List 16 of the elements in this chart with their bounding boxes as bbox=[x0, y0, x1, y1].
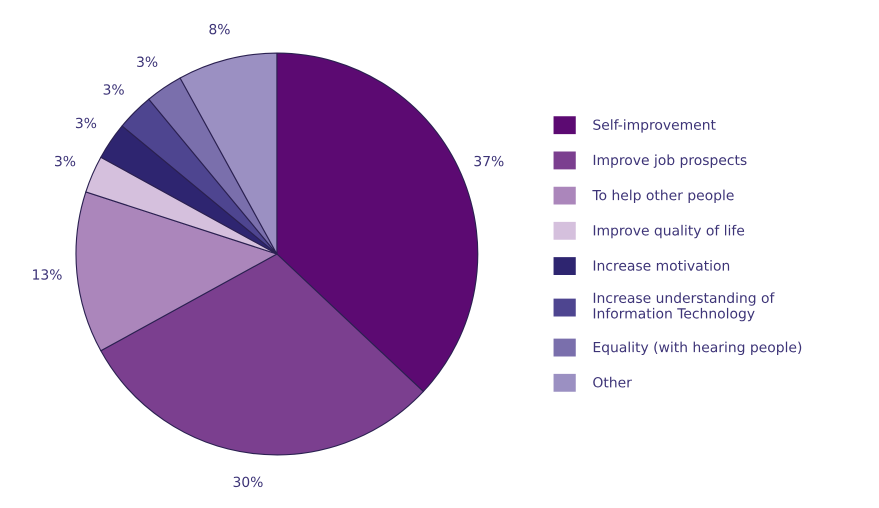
legend-label: Improve job prospects bbox=[594, 154, 746, 168]
legend-label: Improve quality of life bbox=[594, 224, 744, 238]
data-label: 13% bbox=[33, 269, 62, 280]
legend-label: Other bbox=[593, 376, 632, 388]
data-label: 37% bbox=[474, 156, 504, 166]
data-label: 3% bbox=[104, 84, 124, 95]
legend-label: Increase understanding of Information Technology bbox=[594, 292, 775, 322]
data-label: 3% bbox=[76, 118, 96, 128]
legend-label: Equality (with hearing people) bbox=[594, 342, 802, 356]
data-label: 3% bbox=[137, 56, 158, 68]
data-label: 30% bbox=[234, 476, 263, 488]
legend-label: Increase motivation bbox=[594, 260, 730, 271]
legend-label: Self-improvement bbox=[593, 119, 716, 133]
legend-label: To help other people bbox=[592, 190, 734, 204]
data-label: 3% bbox=[55, 156, 76, 166]
data-label: 8% bbox=[209, 24, 230, 34]
